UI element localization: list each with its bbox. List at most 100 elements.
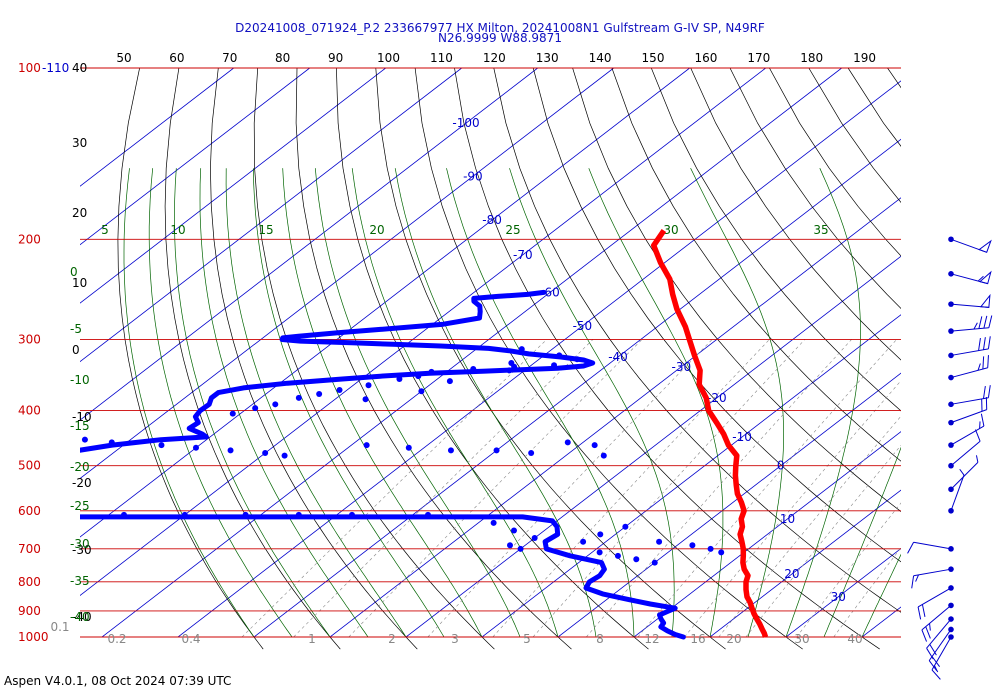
dewpoint-point — [295, 394, 302, 401]
mixing-ratio-label: 0.2 — [107, 632, 126, 646]
isotherm-line — [177, 80, 901, 638]
mixing-ratio-line — [833, 547, 901, 638]
dry-adiabat-line — [414, 68, 803, 650]
dewpoint-point — [272, 401, 279, 408]
dewpoint-point — [424, 511, 431, 518]
pressure-label-extra: -110 — [42, 61, 69, 75]
wind-barb — [948, 293, 991, 308]
isotherm-line — [80, 68, 386, 304]
dewpoint-point — [447, 447, 454, 454]
wind-barb — [948, 236, 992, 253]
isotherm-line — [709, 489, 901, 638]
dewpoint-point — [600, 452, 607, 459]
mixing-ratio-line — [241, 339, 547, 638]
moist-adiabat-line — [225, 168, 407, 638]
moist-top-label: 5 — [101, 223, 109, 237]
dewpoint-point — [158, 442, 165, 449]
isotherm-line — [405, 255, 901, 638]
isotherm-line — [80, 68, 538, 421]
wind-barb — [911, 566, 954, 589]
dry-adiabat-line — [650, 68, 901, 412]
isotherm-label: -30 — [672, 360, 692, 374]
isotherm-line — [80, 68, 234, 187]
moist-adiabat-line — [148, 168, 293, 638]
top-scale-label: 180 — [800, 51, 823, 65]
wind-barb — [948, 455, 979, 493]
dry-adiabat-line — [927, 68, 1000, 649]
dewpoint-trace — [80, 289, 686, 640]
left-dry-label: -30 — [72, 543, 92, 557]
dewpoint-point — [446, 378, 453, 385]
isotherm-label: -20 — [707, 391, 727, 405]
isotherm-label: -90 — [463, 169, 483, 183]
moist-adiabat-line — [351, 168, 559, 638]
pressure-label: 100 — [18, 61, 41, 75]
dewpoint-point — [506, 367, 513, 374]
dewpoint-point — [564, 439, 571, 446]
moist-adiabat-line — [253, 168, 445, 638]
isotherm-line — [481, 314, 901, 638]
dewpoint-point — [508, 360, 515, 367]
dry-adiabat-line — [847, 68, 901, 147]
moist-adiabat-line — [282, 168, 483, 638]
dry-adiabat-line — [572, 68, 901, 512]
mixing-ratio-label: 3 — [451, 632, 459, 646]
isotherm-label: -60 — [540, 285, 560, 299]
left-moist-label: -10 — [70, 373, 90, 387]
left-moist-label: -15 — [70, 419, 90, 433]
isotherm-line — [80, 68, 766, 596]
wind-barb — [926, 616, 954, 660]
moist-adiabat-line — [509, 168, 675, 638]
dewpoint-point — [597, 531, 604, 538]
dewpoint-point — [651, 559, 658, 566]
dewpoint-point — [348, 511, 355, 518]
mixing-ratio-line — [492, 339, 770, 638]
mixing-ratio-line — [293, 339, 594, 638]
wind-barb — [948, 355, 989, 381]
dry-adiabat-line — [295, 68, 572, 650]
isotherm-line — [633, 431, 901, 638]
diagram-grid — [80, 68, 1000, 650]
top-scale-label: 60 — [169, 51, 184, 65]
mixing-ratio-line — [586, 339, 852, 638]
dry-adiabat-line — [729, 68, 901, 309]
dewpoint-point — [531, 535, 538, 542]
dewpoint-point — [518, 346, 525, 353]
isotherm-label: 0 — [777, 459, 785, 473]
left-dry-label: 30 — [72, 136, 87, 150]
dry-adiabat-line — [808, 68, 901, 204]
wind-barb — [948, 413, 985, 448]
top-scale-label: 140 — [589, 51, 612, 65]
isotherm-label: 20 — [784, 567, 799, 581]
dewpoint-point — [428, 368, 435, 375]
isotherm-label: 10 — [780, 512, 795, 526]
mixing-ratio-label: 16 — [690, 632, 705, 646]
moist-adiabat-line — [823, 446, 901, 638]
dewpoint-point — [281, 452, 288, 459]
dewpoint-point — [556, 352, 563, 359]
wind-barb — [948, 270, 992, 285]
left-moist-label: -25 — [70, 499, 90, 513]
dewpoint-point — [580, 538, 587, 545]
dewpoint-point — [718, 549, 725, 556]
dewpoint-point — [295, 511, 302, 518]
mixing-ratio-label: 1 — [308, 632, 316, 646]
wind-barb — [948, 385, 991, 408]
dewpoint-point — [108, 439, 115, 446]
dry-adiabat-line — [611, 68, 901, 462]
isotherm-line — [557, 372, 901, 638]
pressure-label: 1000 — [18, 630, 49, 644]
footer-version: Aspen V4.0.1, 08 Oct 2024 07:39 UTC — [4, 674, 232, 688]
dewpoint-point — [365, 382, 372, 389]
dewpoint-point — [656, 538, 663, 545]
mixing-ratio-label: 20 — [726, 632, 741, 646]
mixing-ratio-label: 2 — [388, 632, 396, 646]
dewpoint-point — [591, 442, 598, 449]
isotherm-line — [80, 68, 690, 538]
dewpoint-point — [551, 362, 558, 369]
mixing-ratio-line — [637, 339, 897, 638]
pressure-label: 800 — [18, 575, 41, 589]
moist-adiabat-line — [174, 168, 331, 638]
